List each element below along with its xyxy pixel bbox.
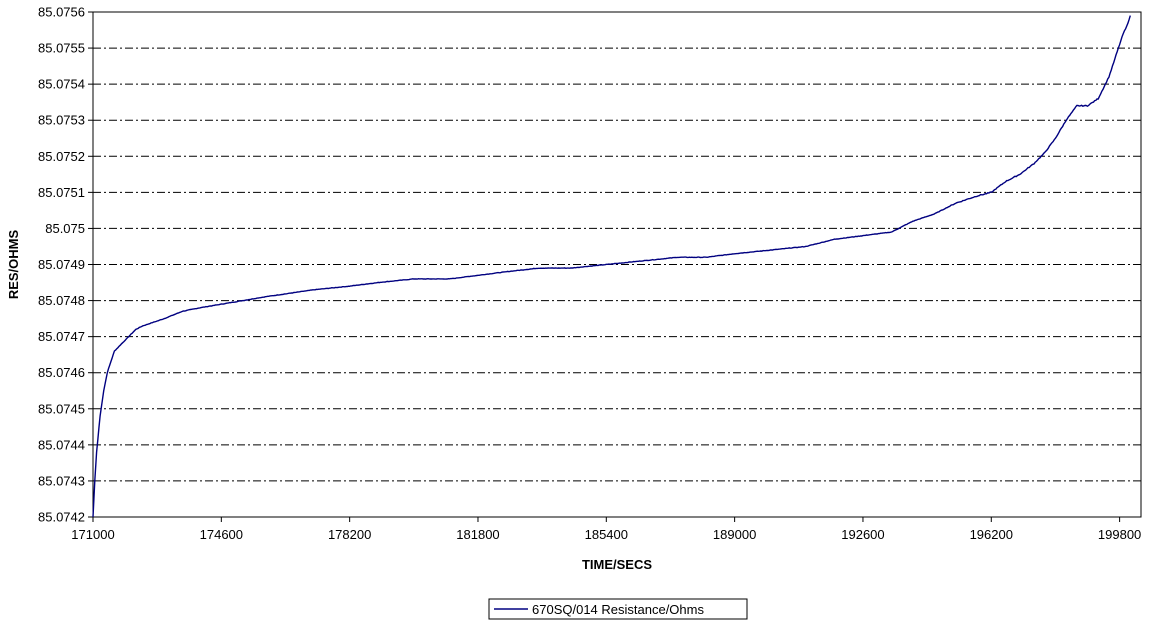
y-tick-label: 85.0753: [38, 113, 85, 128]
y-tick-label: 85.0751: [38, 185, 85, 200]
y-tick-label: 85.0755: [38, 41, 85, 56]
x-tick-label: 178200: [328, 527, 371, 542]
legend: 670SQ/014 Resistance/Ohms: [488, 598, 748, 620]
y-tick-label: 85.0745: [38, 401, 85, 416]
gridlines: [93, 47, 1141, 482]
x-tick-label: 199800: [1098, 527, 1141, 542]
y-tick-label: 85.0748: [38, 293, 85, 308]
y-tick-label: 85.0742: [38, 510, 85, 525]
y-tick-label: 85.0746: [38, 365, 85, 380]
legend-box: [488, 598, 748, 620]
y-tick-label: 85.0747: [38, 329, 85, 344]
y-axis-ticks: 85.0742 85.0743 85.0744 85.0745 85.0746 85.07…: [38, 5, 93, 525]
y-tick-label: 85.0754: [38, 77, 85, 92]
y-axis-title: RES/OHMS: [6, 230, 21, 300]
y-tick-label: 85.0743: [38, 473, 85, 488]
x-tick-label: 196200: [970, 527, 1013, 542]
series-line: [92, 15, 1131, 518]
x-tick-label: 171000: [71, 527, 114, 542]
y-tick-label: 85.0744: [38, 437, 85, 452]
y-tick-label: 85.0752: [38, 149, 85, 164]
x-tick-label: 192600: [841, 527, 884, 542]
x-tick-label: 185400: [585, 527, 628, 542]
y-tick-label: 85.075: [45, 221, 85, 236]
x-tick-label: 189000: [713, 527, 756, 542]
x-tick-label: 174600: [200, 527, 243, 542]
plot-area: [92, 11, 1142, 518]
x-axis-ticks: 171000 174600 178200 181800 185400 189000 1926…: [71, 517, 1141, 542]
x-tick-label: 181800: [456, 527, 499, 542]
legend-label: 670SQ/014 Resistance/Ohms: [532, 602, 704, 617]
y-tick-label: 85.0749: [38, 257, 85, 272]
y-tick-label: 85.0756: [38, 5, 85, 20]
x-axis-title: TIME/SECS: [582, 557, 652, 572]
